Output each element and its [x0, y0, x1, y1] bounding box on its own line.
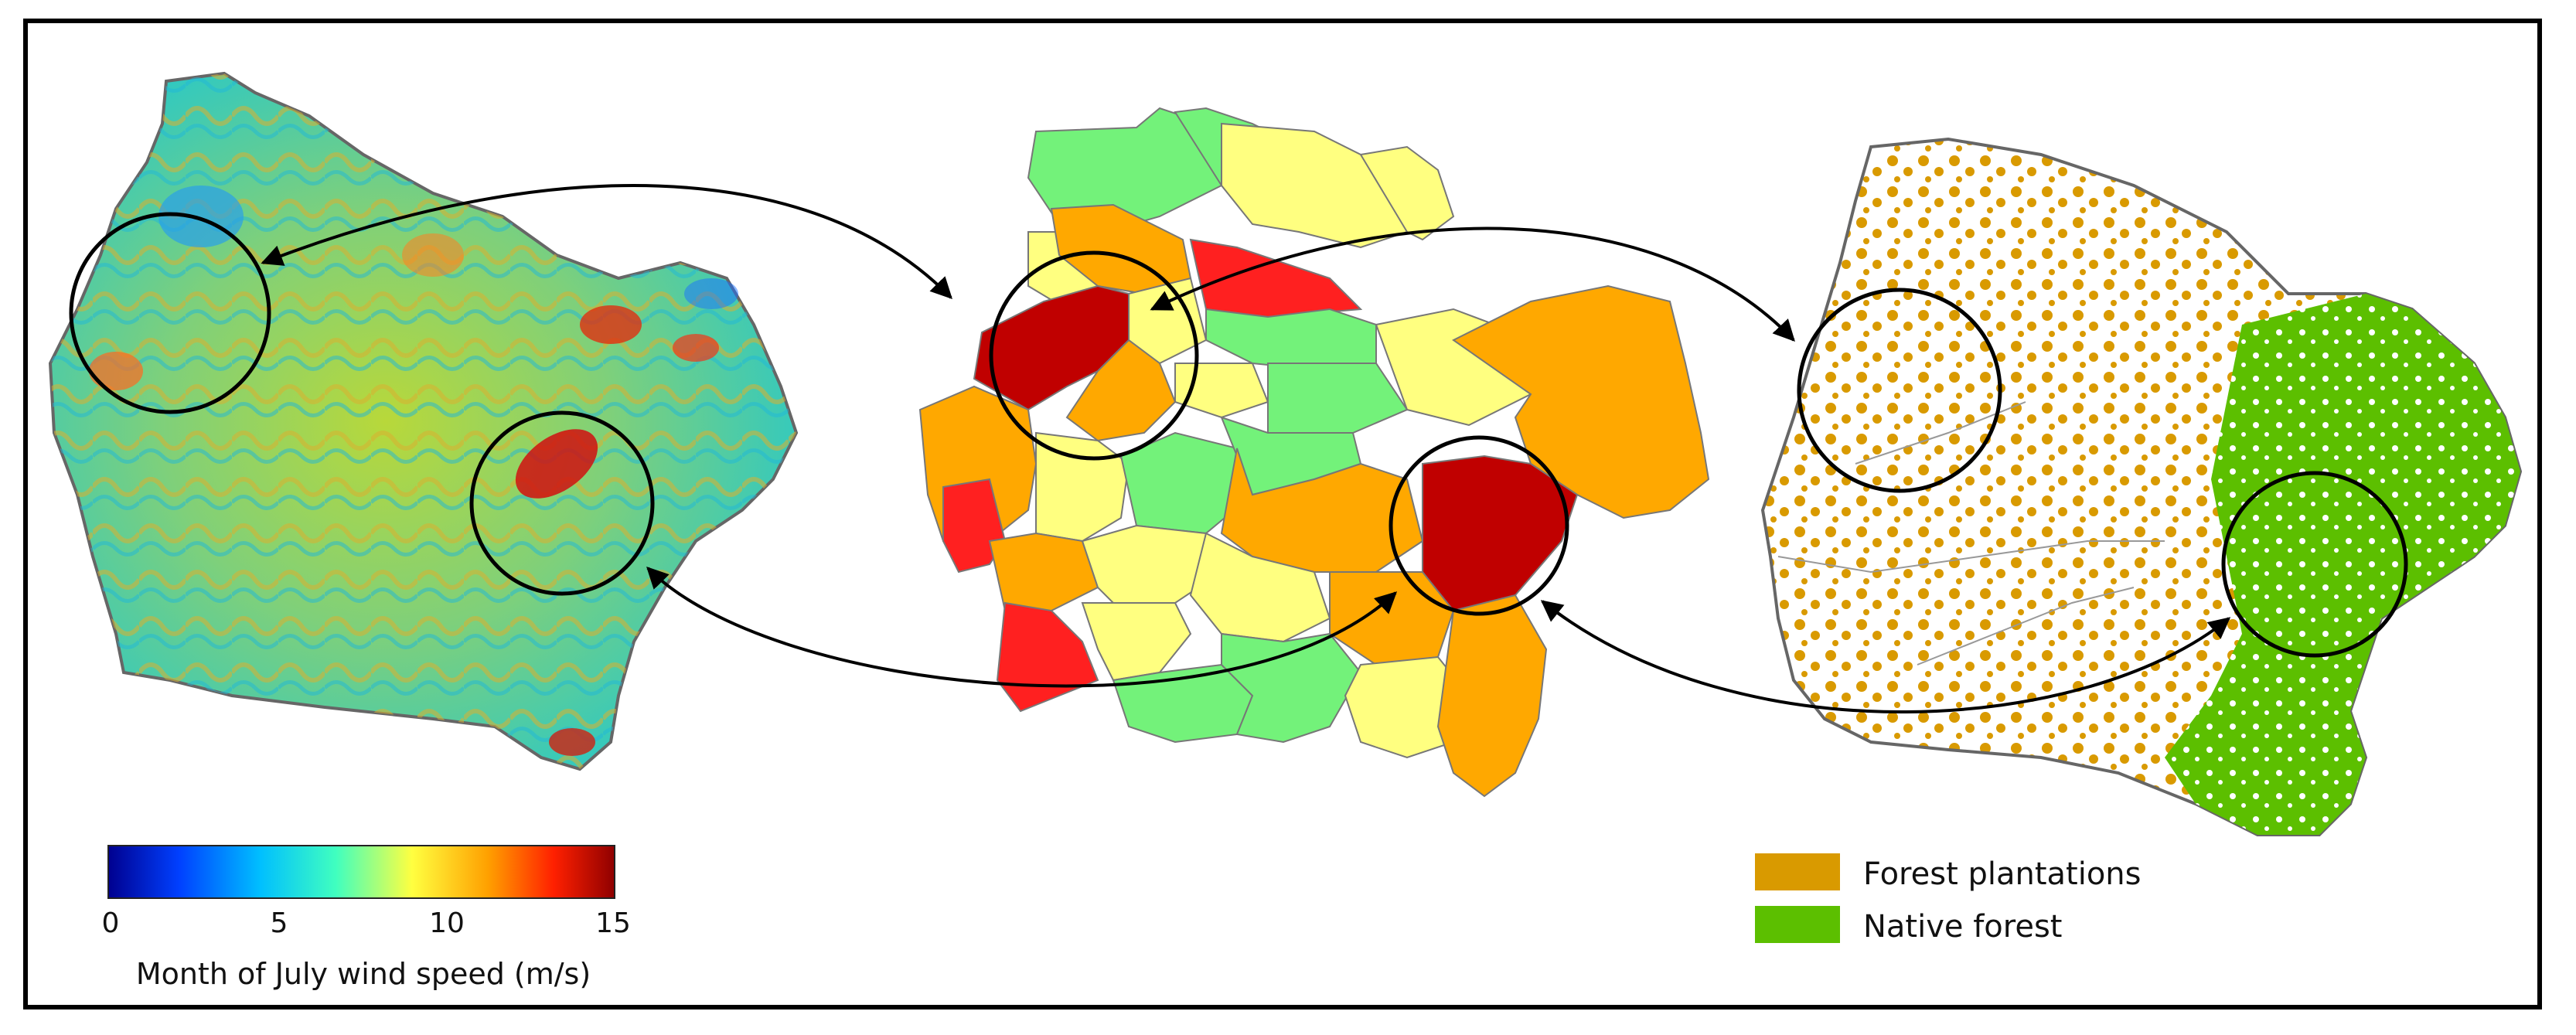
figure-frame — [23, 19, 2542, 1009]
highlight-circle — [1797, 288, 2002, 493]
colorbar-gradient — [107, 845, 615, 899]
connector-arrows — [261, 184, 2231, 713]
highlight-circle — [2221, 471, 2408, 658]
colorbar-title: Month of July wind speed (m/s) — [136, 957, 591, 991]
colorbar-tick: 0 — [102, 907, 120, 939]
wind-speed-map — [48, 71, 799, 771]
wind-colorbar: 0 5 10 15 Month of July wind speed (m/s) — [102, 845, 631, 991]
colorbar-tick: 5 — [271, 907, 288, 939]
colorbar-tick: 10 — [429, 907, 465, 939]
arrow-communes-to-forest-lower — [1540, 600, 2231, 713]
legend-swatch-native — [1755, 906, 1840, 943]
commune-map — [918, 107, 1710, 798]
highlight-circle — [69, 212, 271, 414]
forest-legend: Forest plantations Native forest — [1755, 853, 2142, 945]
highlight-circle — [469, 410, 655, 596]
legend-label-plantations: Forest plantations — [1863, 856, 2142, 892]
arrow-wind-to-communes — [261, 184, 952, 300]
colorbar-tick: 15 — [595, 907, 631, 939]
forest-cover-map — [1760, 137, 2523, 836]
arrow-wind-to-communes-lower — [646, 567, 1398, 688]
legend-swatch-plantations — [1755, 853, 1840, 890]
arrow-communes-to-forest — [1150, 226, 1795, 342]
highlight-circle — [1389, 435, 1569, 616]
legend-label-native: Native forest — [1863, 909, 2062, 945]
highlight-circle — [989, 250, 1199, 461]
